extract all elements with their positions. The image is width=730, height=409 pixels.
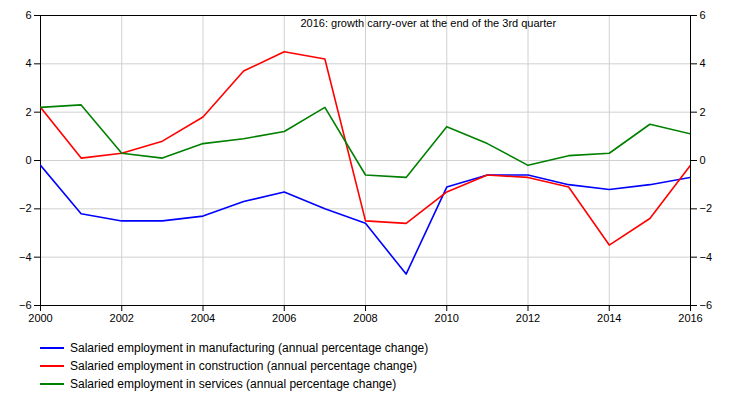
svg-text:2: 2 xyxy=(25,106,31,118)
svg-text:2002: 2002 xyxy=(110,312,134,324)
svg-text:−4: −4 xyxy=(700,251,713,263)
svg-text:0: 0 xyxy=(700,154,706,166)
svg-text:2016: 2016 xyxy=(678,312,702,324)
html-text:Salaried employment in constru: Salaried employment in construction (ann… xyxy=(70,359,417,373)
svg-text:2008: 2008 xyxy=(353,312,377,324)
svg-text:−4: −4 xyxy=(19,251,32,263)
svg-text:−2: −2 xyxy=(700,202,713,214)
svg-text:2004: 2004 xyxy=(191,312,215,324)
svg-text:2010: 2010 xyxy=(435,312,459,324)
svg-text:0: 0 xyxy=(25,154,31,166)
svg-text:−2: −2 xyxy=(19,202,32,214)
svg-text:2012: 2012 xyxy=(516,312,540,324)
svg-text:2: 2 xyxy=(700,106,706,118)
html-text:Salaried employment in service: Salaried employment in services (annual … xyxy=(70,377,397,391)
svg-text:2016: growth carry-over at the: 2016: growth carry-over at the end of th… xyxy=(301,17,557,29)
svg-text:2006: 2006 xyxy=(272,312,296,324)
html-text:Salaried employment in manufac: Salaried employment in manufacturing (an… xyxy=(70,341,429,355)
svg-text:−6: −6 xyxy=(19,299,32,311)
svg-text:4: 4 xyxy=(700,57,706,69)
svg-text:6: 6 xyxy=(700,9,706,21)
svg-text:−6: −6 xyxy=(700,299,713,311)
svg-text:2014: 2014 xyxy=(597,312,621,324)
svg-text:4: 4 xyxy=(25,57,31,69)
svg-text:6: 6 xyxy=(25,9,31,21)
svg-text:2000: 2000 xyxy=(28,312,52,324)
